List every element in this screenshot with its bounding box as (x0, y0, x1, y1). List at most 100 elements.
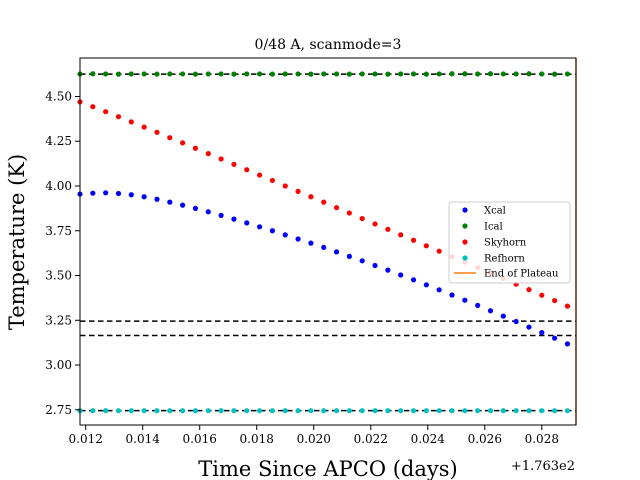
point-xcal-29 (449, 292, 455, 298)
point-ical-10 (205, 71, 211, 77)
point-ical-25 (398, 71, 404, 77)
point-xcal-9 (192, 205, 199, 211)
point-skyhorn-3 (115, 114, 122, 120)
point-skyhorn-4 (128, 119, 134, 125)
x-tick-label-7: 0.026 (468, 432, 502, 446)
point-skyhorn-22 (359, 215, 365, 222)
point-xcal-25 (398, 272, 404, 278)
point-skyhorn-36 (539, 292, 545, 298)
x-tick-label-5: 0.022 (354, 432, 388, 446)
x-tick-label-6: 0.024 (411, 432, 446, 446)
point-xcal-11 (218, 212, 224, 218)
point-skyhorn-6 (154, 129, 160, 135)
point-skyhorn-7 (167, 135, 173, 141)
point-refhorn-6 (154, 408, 160, 414)
point-ical-30 (462, 71, 468, 77)
point-refhorn-9 (192, 408, 199, 414)
point-skyhorn-26 (410, 237, 417, 243)
point-ical-8 (180, 71, 186, 77)
point-xcal-7 (167, 199, 173, 205)
point-refhorn-28 (436, 408, 442, 414)
point-skyhorn-1 (90, 104, 96, 110)
point-ical-28 (436, 71, 442, 77)
point-refhorn-33 (500, 408, 506, 414)
point-xcal-8 (180, 202, 186, 208)
point-refhorn-8 (180, 408, 186, 414)
point-xcal-5 (141, 194, 147, 200)
y-tick-label-3: 3.50 (45, 269, 72, 283)
point-skyhorn-35 (526, 287, 532, 293)
point-refhorn-3 (115, 408, 122, 414)
point-ical-20 (333, 71, 340, 77)
legend-label-end-of-plateau: End of Plateau (484, 269, 559, 280)
point-refhorn-34 (513, 408, 519, 414)
point-xcal-14 (256, 224, 263, 230)
point-ical-35 (526, 71, 532, 77)
point-ical-26 (410, 71, 417, 77)
point-ical-27 (423, 71, 429, 77)
point-skyhorn-13 (244, 167, 250, 173)
point-ical-21 (346, 71, 352, 77)
x-tick-label-3: 0.018 (240, 432, 274, 446)
point-ical-2 (103, 71, 109, 77)
point-refhorn-18 (308, 408, 314, 414)
point-xcal-21 (346, 253, 352, 259)
point-skyhorn-15 (269, 177, 276, 184)
point-ical-29 (449, 71, 455, 77)
point-ical-34 (513, 71, 519, 77)
point-refhorn-25 (398, 408, 404, 414)
point-ical-9 (192, 71, 199, 77)
point-skyhorn-25 (398, 232, 404, 238)
y-tick-label-0: 2.75 (45, 403, 72, 417)
plot-area (77, 58, 577, 425)
point-refhorn-7 (167, 408, 173, 414)
point-xcal-28 (436, 287, 442, 293)
point-ical-5 (141, 71, 147, 77)
point-ical-33 (500, 71, 506, 77)
point-refhorn-24 (385, 408, 391, 414)
legend: Xcal Ical Skyhorn Refhorn End of Plateau (448, 201, 571, 284)
point-skyhorn-38 (564, 303, 571, 309)
y-tick-label-4: 3.75 (45, 224, 72, 238)
point-xcal-4 (128, 192, 134, 198)
x-tick-label-4: 0.020 (297, 432, 331, 446)
point-refhorn-14 (256, 408, 263, 414)
point-xcal-1 (90, 190, 96, 196)
y-tick-label-6: 4.25 (45, 134, 72, 148)
point-refhorn-26 (410, 408, 417, 414)
point-skyhorn-23 (372, 221, 378, 227)
point-xcal-24 (385, 267, 391, 273)
point-xcal-16 (282, 232, 288, 238)
point-refhorn-30 (462, 408, 468, 414)
point-ical-12 (231, 71, 237, 77)
point-xcal-27 (423, 282, 429, 288)
point-xcal-17 (295, 236, 301, 242)
x-axis-label: Time Since APCO (days) (198, 457, 457, 480)
point-xcal-13 (244, 220, 250, 226)
legend-label-xcal: Xcal (484, 206, 506, 217)
point-ical-22 (359, 71, 365, 77)
point-refhorn-1 (90, 408, 96, 414)
point-ical-4 (128, 71, 134, 77)
point-ical-13 (244, 71, 250, 77)
point-skyhorn-10 (205, 150, 211, 157)
point-refhorn-22 (359, 408, 365, 414)
point-ical-11 (218, 71, 224, 77)
point-ical-16 (282, 71, 288, 77)
legend-marker-ical (462, 223, 468, 229)
x-tick-label-0: 0.012 (69, 432, 103, 446)
point-xcal-35 (526, 324, 532, 330)
y-tick-label-1: 3.00 (45, 358, 72, 372)
point-skyhorn-9 (192, 145, 199, 151)
x-tick-label-1: 0.014 (126, 432, 161, 446)
point-ical-14 (256, 71, 263, 77)
axis-ticks: 0.012 0.014 0.016 0.018 0.020 0.022 0.024 0.026… (45, 89, 559, 446)
point-ical-18 (308, 71, 314, 77)
point-refhorn-37 (552, 408, 558, 414)
point-xcal-3 (115, 190, 122, 197)
x-tick-label-8: 0.028 (525, 432, 559, 446)
point-skyhorn-11 (218, 156, 224, 162)
point-xcal-23 (372, 262, 378, 269)
legend-label-skyhorn: Skyhorn (484, 238, 527, 249)
